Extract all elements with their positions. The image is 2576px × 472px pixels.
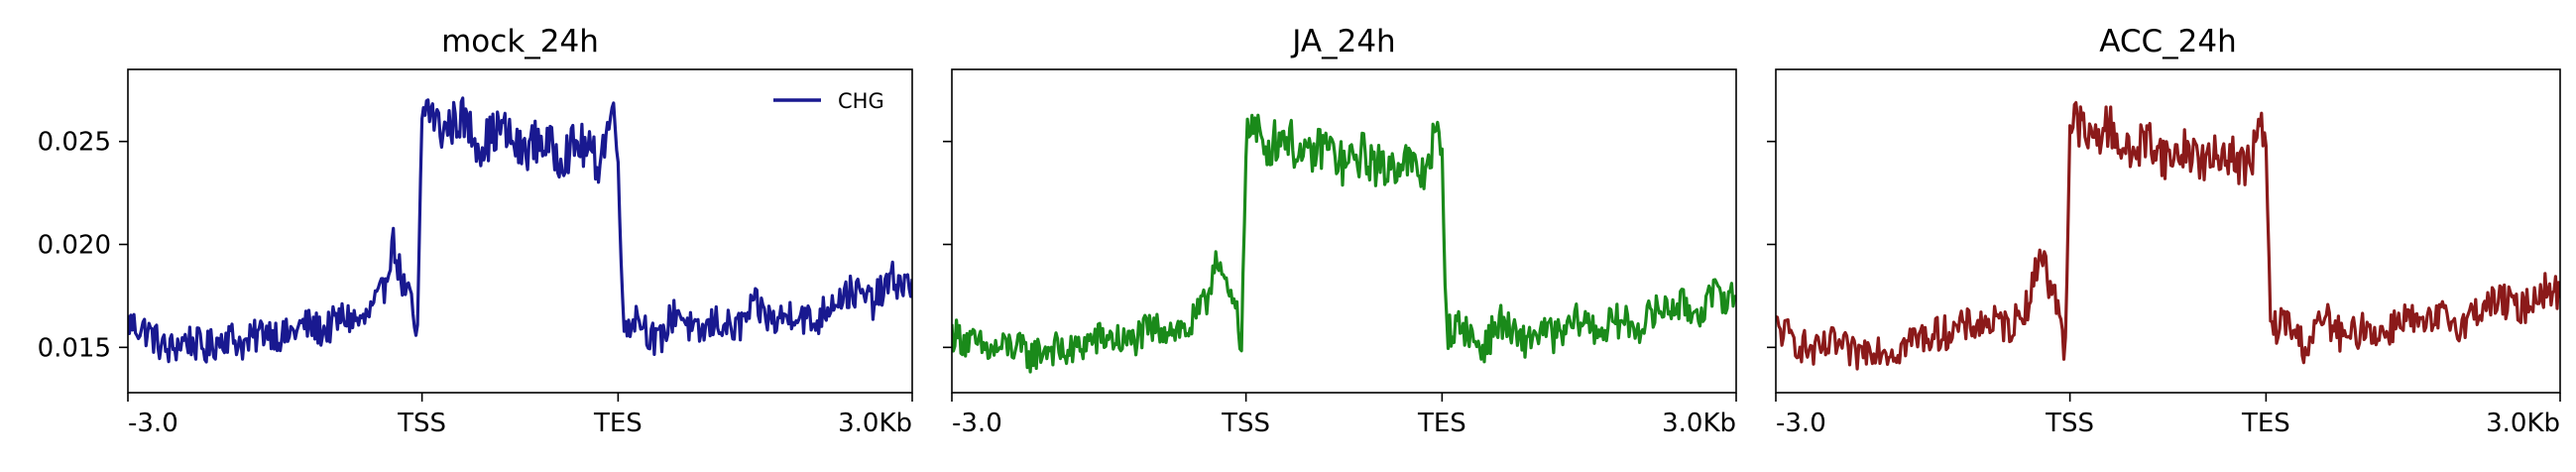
x-tick-label: TSS bbox=[1221, 409, 1270, 438]
x-tick-label: TES bbox=[2241, 409, 2290, 438]
y-tick-label: 0.025 bbox=[38, 128, 111, 158]
chart-panel-3: ACC_24h -3.0 TSS TES 3.0Kb bbox=[1767, 24, 2561, 438]
chart-title: JA_24h bbox=[1290, 24, 1395, 59]
axes-frame bbox=[127, 68, 913, 394]
series-line-profile bbox=[1776, 100, 2560, 371]
x-tick-label: 3.0Kb bbox=[2486, 409, 2560, 438]
series-line-chg bbox=[128, 96, 912, 364]
x-tick-label: 3.0Kb bbox=[838, 409, 912, 438]
x-tick-label: TSS bbox=[2045, 409, 2094, 438]
y-tick-label: 0.015 bbox=[38, 333, 111, 363]
axes-frame bbox=[1775, 68, 2561, 394]
x-tick-label: TES bbox=[1417, 409, 1466, 438]
x-tick-label: 3.0Kb bbox=[1662, 409, 1736, 438]
chart-panel-2: JA_24h -3.0 TSS TES 3.0Kb bbox=[943, 24, 1737, 438]
x-tick-label: -3.0 bbox=[952, 409, 1002, 438]
x-tick-label: TSS bbox=[397, 409, 446, 438]
chart-title: ACC_24h bbox=[2099, 24, 2237, 59]
y-tick-label: 0.020 bbox=[38, 230, 111, 260]
legend-label: CHG bbox=[838, 89, 884, 113]
x-tick-label: TES bbox=[593, 409, 643, 438]
x-tick-label: -3.0 bbox=[128, 409, 178, 438]
series-line-profile bbox=[952, 113, 1736, 374]
x-tick-label: -3.0 bbox=[1776, 409, 1826, 438]
axes-frame bbox=[951, 68, 1737, 394]
chart-panel-1: mock_24h -3.0 TSS TES 3.0Kb 0.015 0.020 0.025 CH… bbox=[38, 24, 913, 438]
chart-title: mock_24h bbox=[441, 24, 599, 59]
